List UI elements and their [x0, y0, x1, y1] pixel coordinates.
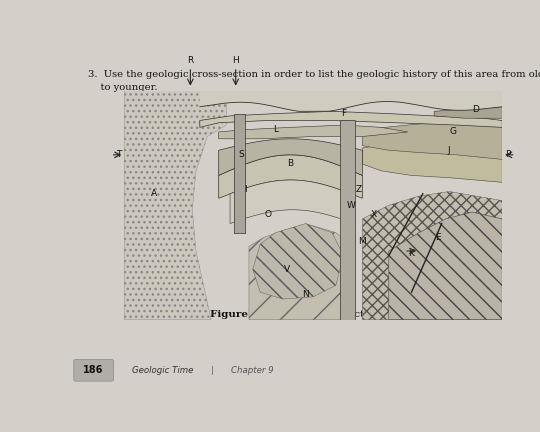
Text: S: S [239, 150, 244, 159]
Text: K: K [409, 249, 414, 258]
Text: A geologic cross-section.: A geologic cross-section. [249, 310, 383, 319]
Polygon shape [434, 107, 502, 118]
Text: T: T [116, 150, 122, 159]
Polygon shape [234, 114, 245, 233]
Text: 3.  Use the geologic cross-section in order to list the geologic history of this: 3. Use the geologic cross-section in ord… [89, 70, 540, 79]
Text: E: E [435, 233, 441, 242]
Polygon shape [340, 121, 355, 320]
Polygon shape [124, 91, 226, 320]
Polygon shape [219, 125, 408, 139]
Text: H: H [232, 56, 239, 65]
Text: B: B [287, 159, 294, 168]
Text: Geologic Time: Geologic Time [132, 365, 194, 375]
Text: Chapter 9: Chapter 9 [231, 365, 273, 375]
Polygon shape [362, 137, 502, 182]
Text: G: G [450, 127, 456, 137]
Polygon shape [230, 180, 355, 223]
Text: A: A [151, 189, 158, 198]
Text: F: F [341, 109, 346, 118]
Text: to younger.: to younger. [89, 83, 158, 92]
Text: W: W [347, 201, 355, 210]
Text: J: J [448, 146, 450, 155]
Polygon shape [219, 139, 362, 175]
Text: Z: Z [355, 184, 362, 194]
Polygon shape [219, 155, 362, 198]
FancyBboxPatch shape [74, 359, 113, 381]
Text: I: I [244, 184, 246, 194]
Text: O: O [265, 210, 271, 219]
Polygon shape [253, 223, 343, 299]
Polygon shape [200, 91, 502, 111]
Text: |: | [211, 365, 213, 375]
Text: 186: 186 [83, 365, 104, 375]
Text: X: X [370, 210, 377, 219]
Text: V: V [284, 265, 290, 274]
Text: D: D [472, 105, 479, 114]
Text: R: R [187, 56, 193, 65]
Text: L: L [273, 125, 278, 134]
Polygon shape [362, 191, 502, 320]
Text: M: M [359, 237, 366, 246]
Polygon shape [249, 226, 351, 320]
Polygon shape [389, 212, 502, 320]
Text: P: P [505, 150, 510, 159]
Polygon shape [362, 121, 502, 159]
Text: N: N [302, 290, 309, 299]
Polygon shape [200, 111, 502, 127]
Text: Figure 9.6.: Figure 9.6. [210, 310, 273, 319]
